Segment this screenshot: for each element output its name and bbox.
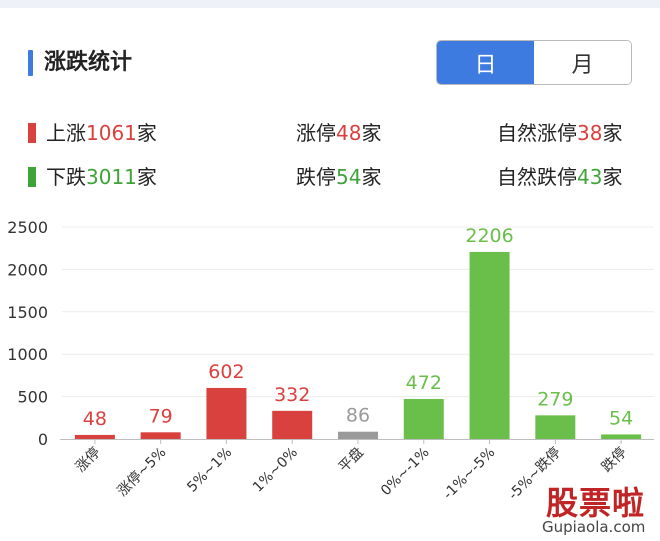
stat-limit-down-unit: 家	[361, 165, 382, 189]
x-tick-label: 1%~0%	[250, 445, 301, 496]
section-title: 涨跌统计	[44, 50, 133, 75]
stat-down: 下跌3011家	[46, 163, 157, 191]
data-label: 472	[406, 372, 442, 394]
watermark-logo: 股票啦 Gupiaola.com	[540, 478, 660, 540]
bar	[74, 434, 115, 439]
x-tick-label: 平盘	[335, 444, 367, 476]
data-label: 279	[537, 388, 573, 410]
stat-natural-limit-down: 自然跌停43家	[497, 163, 622, 191]
stat-natural-limit-up-value: 38	[577, 121, 603, 145]
y-tick-label: 2000	[7, 260, 48, 279]
stat-limit-up: 涨停48家	[296, 119, 381, 147]
y-tick-label: 1500	[7, 303, 48, 322]
stat-up-label: 上涨	[46, 121, 86, 145]
data-label: 2206	[465, 225, 513, 247]
data-label: 48	[83, 408, 107, 430]
tab-month[interactable]: 月	[534, 41, 631, 84]
stat-up-value: 1061	[86, 121, 137, 145]
x-tick-label: -1%~-5%	[440, 445, 498, 503]
title-accent-bar	[28, 50, 33, 76]
y-tick-label: 0	[38, 430, 48, 449]
down-marker	[28, 167, 36, 187]
stat-limit-up-label: 涨停	[296, 121, 336, 145]
y-tick-label: 1000	[7, 345, 48, 364]
bar	[206, 387, 247, 439]
stat-up: 上涨1061家	[46, 119, 157, 147]
bar	[403, 398, 444, 439]
stat-down-unit: 家	[136, 165, 157, 189]
data-label: 602	[208, 361, 244, 383]
stat-natural-limit-up: 自然涨停38家	[497, 119, 622, 147]
stat-natural-limit-down-value: 43	[577, 165, 603, 189]
data-label: 79	[149, 405, 173, 427]
stat-up-unit: 家	[136, 121, 157, 145]
distribution-bar-chart: 0 500 1000 1500 2000 2500 48 涨停 79 涨停~5% 602 5%~1% 3…	[7, 218, 654, 503]
stat-limit-down: 跌停54家	[296, 163, 381, 191]
bar	[338, 431, 378, 439]
stat-limit-up-unit: 家	[361, 121, 382, 145]
x-tick-label: 涨停~5%	[114, 444, 170, 500]
stat-down-label: 下跌	[46, 165, 86, 189]
stat-natural-limit-down-label: 自然跌停	[497, 165, 577, 189]
bar	[469, 251, 510, 439]
x-tick-label: 0%~-1%	[378, 445, 433, 500]
stat-down-value: 3011	[86, 165, 137, 189]
bar	[601, 434, 642, 439]
bar	[272, 410, 313, 439]
up-marker	[28, 123, 36, 143]
y-tick-label: 2500	[7, 218, 48, 237]
y-tick-label: 500	[17, 388, 48, 407]
bar	[535, 415, 576, 439]
period-toggle: 日 月	[436, 40, 632, 85]
stat-natural-limit-up-label: 自然涨停	[497, 121, 577, 145]
stat-natural-limit-down-unit: 家	[602, 165, 623, 189]
tab-day[interactable]: 日	[437, 41, 534, 84]
data-label: 54	[609, 407, 633, 429]
stat-natural-limit-up-unit: 家	[602, 121, 623, 145]
stat-limit-down-label: 跌停	[296, 165, 336, 189]
bar	[140, 432, 181, 439]
stat-limit-down-value: 54	[336, 165, 362, 189]
stat-limit-up-value: 48	[336, 121, 362, 145]
x-tick-label: 5%~1%	[184, 445, 235, 496]
data-label: 86	[346, 405, 370, 427]
watermark-url: Gupiaola.com	[542, 518, 646, 536]
x-tick-label: 跌停	[598, 444, 630, 476]
data-label: 332	[274, 384, 310, 406]
top-strip	[0, 0, 660, 8]
watermark-text: 股票啦	[546, 484, 646, 522]
x-tick-label: 涨停	[72, 444, 104, 476]
